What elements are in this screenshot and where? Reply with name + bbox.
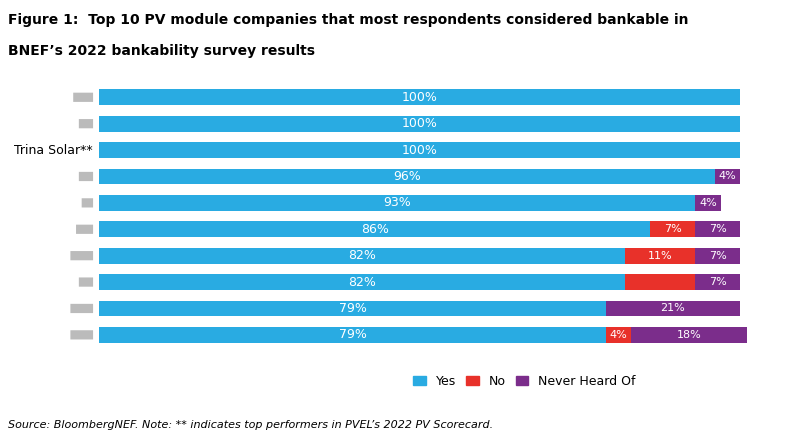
Text: 82%: 82% [348, 249, 376, 262]
Bar [99, 195, 695, 211]
Text: Source: BloombergNEF. Note: ** indicates top performers in PVEL’s 2022 PV Scorec: Source: BloombergNEF. Note: ** indicates… [8, 420, 493, 430]
FancyBboxPatch shape [76, 225, 93, 234]
Text: 11%: 11% [648, 251, 672, 260]
Text: 100%: 100% [402, 117, 438, 130]
Text: 82%: 82% [348, 276, 376, 288]
Text: 4%: 4% [718, 171, 736, 182]
Bar [99, 300, 606, 316]
FancyBboxPatch shape [70, 251, 93, 260]
Bar [695, 195, 721, 211]
Legend: Yes, No, Never Heard Of: Yes, No, Never Heard Of [408, 370, 641, 393]
Text: 7%: 7% [709, 251, 726, 260]
FancyBboxPatch shape [70, 304, 93, 313]
Bar [625, 248, 695, 264]
Bar [99, 248, 625, 264]
FancyBboxPatch shape [79, 119, 93, 128]
Text: 93%: 93% [383, 196, 411, 210]
FancyBboxPatch shape [82, 198, 93, 207]
Text: 86%: 86% [361, 223, 389, 236]
Text: 7%: 7% [709, 224, 726, 234]
Text: 4%: 4% [610, 330, 627, 340]
Bar [99, 89, 740, 105]
Text: 4%: 4% [699, 198, 717, 208]
Bar [99, 142, 740, 158]
Bar [695, 222, 740, 237]
Bar [650, 222, 695, 237]
Bar [714, 168, 740, 184]
Bar [99, 116, 740, 132]
Bar [625, 274, 695, 290]
Text: BNEF’s 2022 bankability survey results: BNEF’s 2022 bankability survey results [8, 44, 315, 58]
Text: 18%: 18% [677, 330, 702, 340]
Bar [99, 327, 606, 343]
Text: 7%: 7% [709, 277, 726, 287]
Bar [606, 327, 631, 343]
Text: 100%: 100% [402, 144, 438, 156]
Text: Figure 1:  Top 10 PV module companies that most respondents considered bankable : Figure 1: Top 10 PV module companies tha… [8, 13, 689, 27]
FancyBboxPatch shape [70, 330, 93, 339]
Bar [99, 274, 625, 290]
Bar [695, 248, 740, 264]
FancyBboxPatch shape [79, 277, 93, 287]
Bar [99, 168, 714, 184]
Text: 100%: 100% [402, 91, 438, 104]
Text: 79%: 79% [338, 328, 366, 342]
Text: 96%: 96% [393, 170, 421, 183]
Bar [695, 274, 740, 290]
FancyBboxPatch shape [79, 172, 93, 181]
Text: 7%: 7% [664, 224, 682, 234]
Bar [631, 327, 746, 343]
Bar [606, 300, 740, 316]
FancyBboxPatch shape [74, 93, 93, 102]
Text: 79%: 79% [338, 302, 366, 315]
Text: 21%: 21% [661, 303, 686, 314]
Bar [99, 222, 650, 237]
Text: Trina Solar**: Trina Solar** [14, 144, 93, 156]
